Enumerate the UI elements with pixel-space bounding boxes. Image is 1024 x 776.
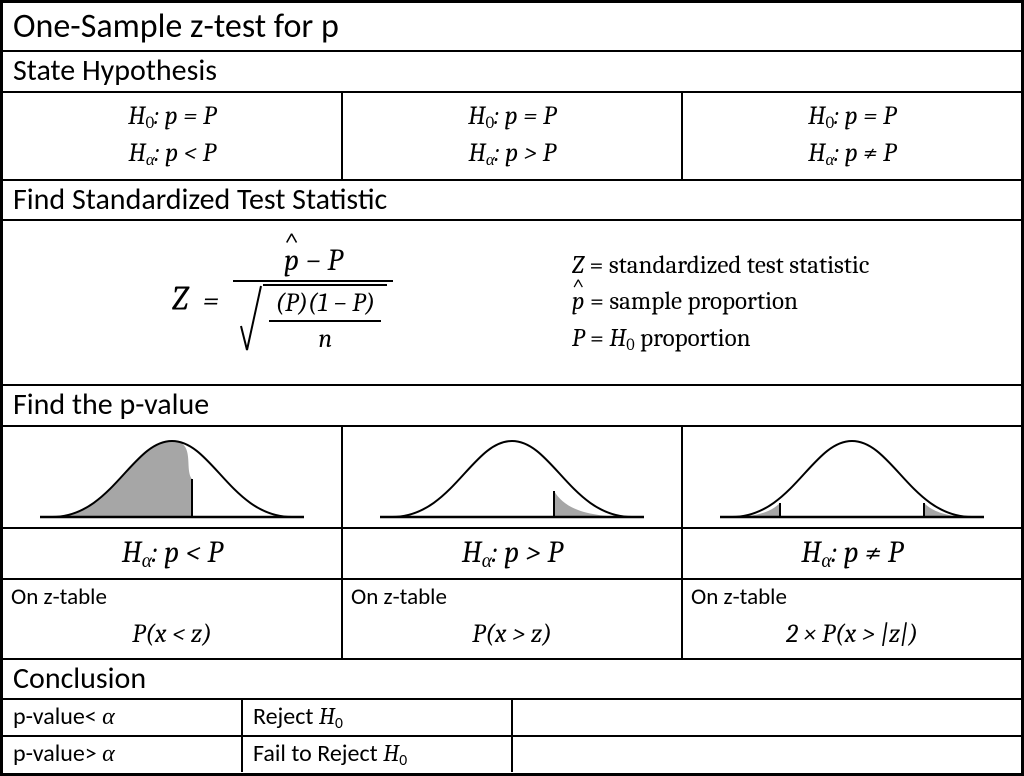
- hyp-right: H0: p = P Hα: p > P: [343, 93, 683, 179]
- section-pvalue: Find the p-value: [3, 386, 1021, 427]
- ha-labels-row: Hα: p < P Hα: p > P Hα: p ≠ P: [3, 529, 1021, 580]
- conclusion-table: p-value< α Reject H0 p-value> α Fail to …: [3, 700, 1021, 772]
- curve-two: [683, 427, 1021, 527]
- ztest-sheet: One-Sample z-test for p State Hypothesis…: [0, 0, 1024, 776]
- concl-empty-2: [513, 737, 1021, 772]
- section-statistic: Find Standardized Test Statistic: [3, 181, 1021, 222]
- curve-right: [343, 427, 683, 527]
- hyp-two: H0: p = P Hα: p ≠ P: [683, 93, 1021, 179]
- statistic-row: Z = p − P (P)(1 − P) n: [3, 221, 1021, 386]
- ztab-header-3: On z-table: [691, 583, 787, 611]
- ztab-header-1: On z-table: [11, 583, 107, 611]
- concl-act-1: Reject H0: [243, 700, 513, 735]
- ztab-left: On z-table P(x < z): [3, 580, 343, 658]
- z-legend: Z = standardized test statistic p = samp…: [552, 248, 1011, 357]
- ztab-right: On z-table P(x > z): [343, 580, 683, 658]
- concl-cond-2: p-value> α: [3, 737, 243, 772]
- concl-row-1: p-value< α Reject H0: [3, 700, 1021, 737]
- concl-row-2: p-value> α Fail to Reject H0: [3, 737, 1021, 772]
- ztab-header-2: On z-table: [351, 583, 447, 611]
- legend-z: standardized test statistic: [609, 251, 870, 280]
- curve-left: [3, 427, 343, 527]
- ztab-two: On z-table 2 × P(x > |z|): [683, 580, 1021, 658]
- section-conclusion: Conclusion: [3, 660, 1021, 701]
- section-hypothesis: State Hypothesis: [3, 52, 1021, 93]
- concl-act-2: Fail to Reject H0: [243, 737, 513, 772]
- ha-left: Hα: p < P: [3, 529, 343, 578]
- curves-row: [3, 427, 1021, 529]
- ha-right: Hα: p > P: [343, 529, 683, 578]
- hyp-left: H0: p = P Hα: p < P: [3, 93, 343, 179]
- concl-empty-1: [513, 700, 1021, 735]
- z-formula: Z = p − P (P)(1 − P) n: [13, 243, 552, 362]
- page-title: One-Sample z-test for p: [3, 3, 1021, 52]
- legend-phat: sample proportion: [609, 287, 798, 316]
- concl-cond-1: p-value< α: [3, 700, 243, 735]
- ztable-row: On z-table P(x < z) On z-table P(x > z) …: [3, 580, 1021, 660]
- hypothesis-row: H0: p = P Hα: p < P H0: p = P Hα: p > P …: [3, 93, 1021, 181]
- ha-two: Hα: p ≠ P: [683, 529, 1021, 578]
